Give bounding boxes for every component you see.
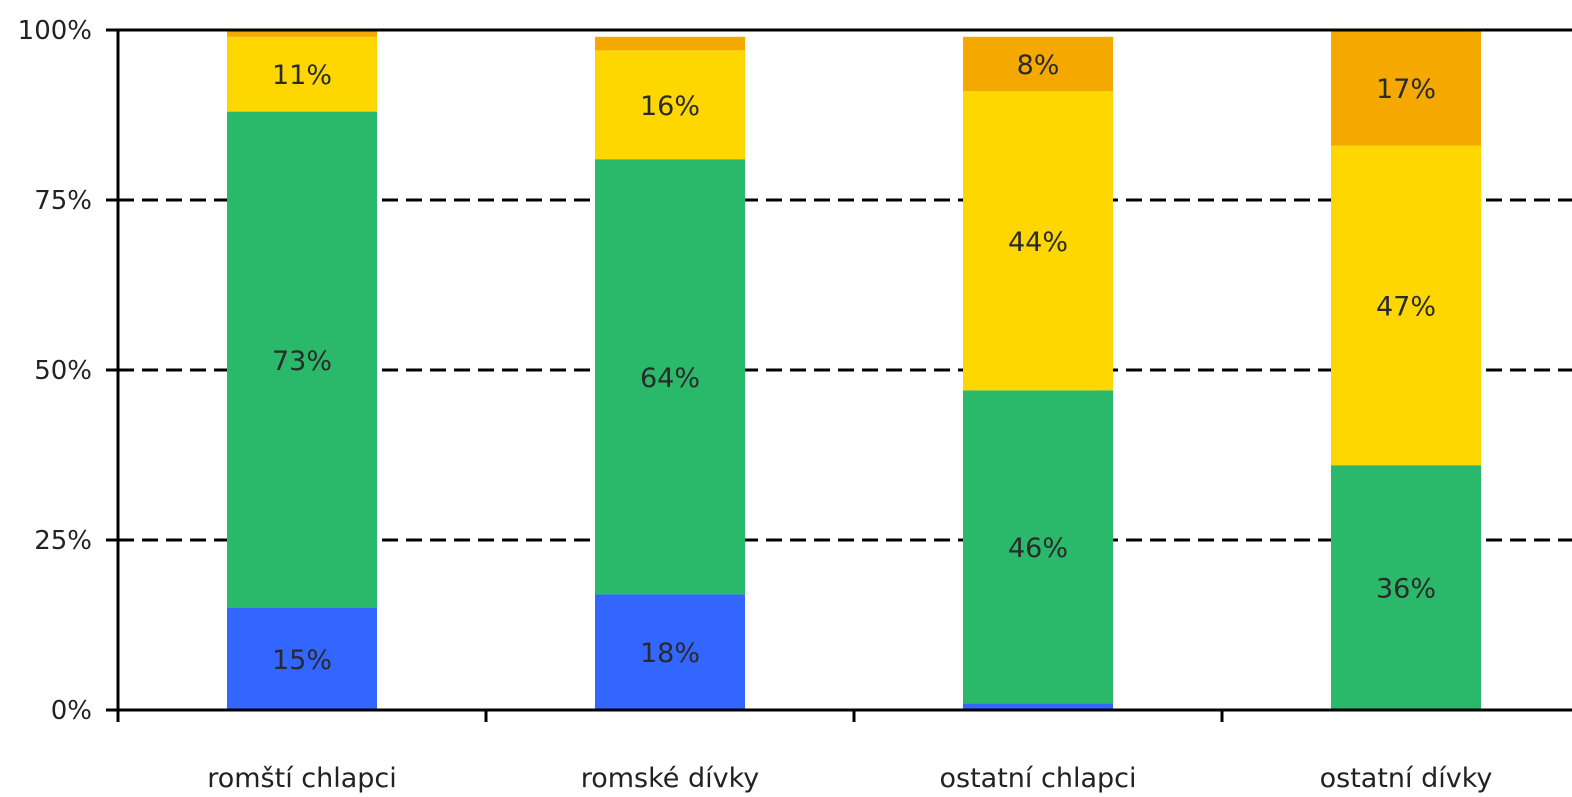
labels: 0% 25% 50% 75% 100% 15% 73% 11% romští chlapci 18… <box>18 16 1493 794</box>
bar-segment <box>227 30 377 37</box>
bar-segment <box>595 159 745 595</box>
data-label: 17% <box>1376 74 1436 105</box>
data-label: 18% <box>640 638 700 669</box>
bar-segment <box>227 608 377 710</box>
data-label: 46% <box>1008 533 1068 564</box>
bar-segment <box>595 50 745 160</box>
axes <box>106 28 1572 722</box>
y-tick-label: 50% <box>34 356 92 386</box>
category-label: ostatní chlapci <box>940 763 1137 794</box>
bar-segment <box>963 91 1113 391</box>
data-label: 11% <box>272 60 332 91</box>
category-label: romští chlapci <box>207 763 397 794</box>
data-label: 73% <box>272 346 332 377</box>
data-label: 47% <box>1376 291 1436 322</box>
bar-segment <box>963 36 1113 92</box>
bar-segment <box>227 36 377 112</box>
data-label: 15% <box>272 645 332 676</box>
y-tick-label: 25% <box>34 526 92 556</box>
data-label: 64% <box>640 363 700 394</box>
bar-segment <box>1331 30 1481 146</box>
bar-segment <box>595 594 745 710</box>
bar-segment <box>1331 465 1481 710</box>
y-tick-label: 0% <box>51 696 92 726</box>
bar-segment <box>963 390 1113 704</box>
bar-segment <box>1331 145 1481 466</box>
category-label: ostatní dívky <box>1320 763 1493 794</box>
y-tick-label: 100% <box>18 16 92 46</box>
data-label: 44% <box>1008 227 1068 258</box>
bar-segment <box>963 703 1113 710</box>
data-label: 36% <box>1376 574 1436 605</box>
data-label: 16% <box>640 91 700 122</box>
bar-segment <box>227 111 377 608</box>
category-label: romské dívky <box>581 763 760 794</box>
data-label: 8% <box>1017 50 1060 81</box>
y-tick-label: 75% <box>34 186 92 216</box>
bars <box>227 30 1481 710</box>
bar-segment <box>595 36 745 51</box>
